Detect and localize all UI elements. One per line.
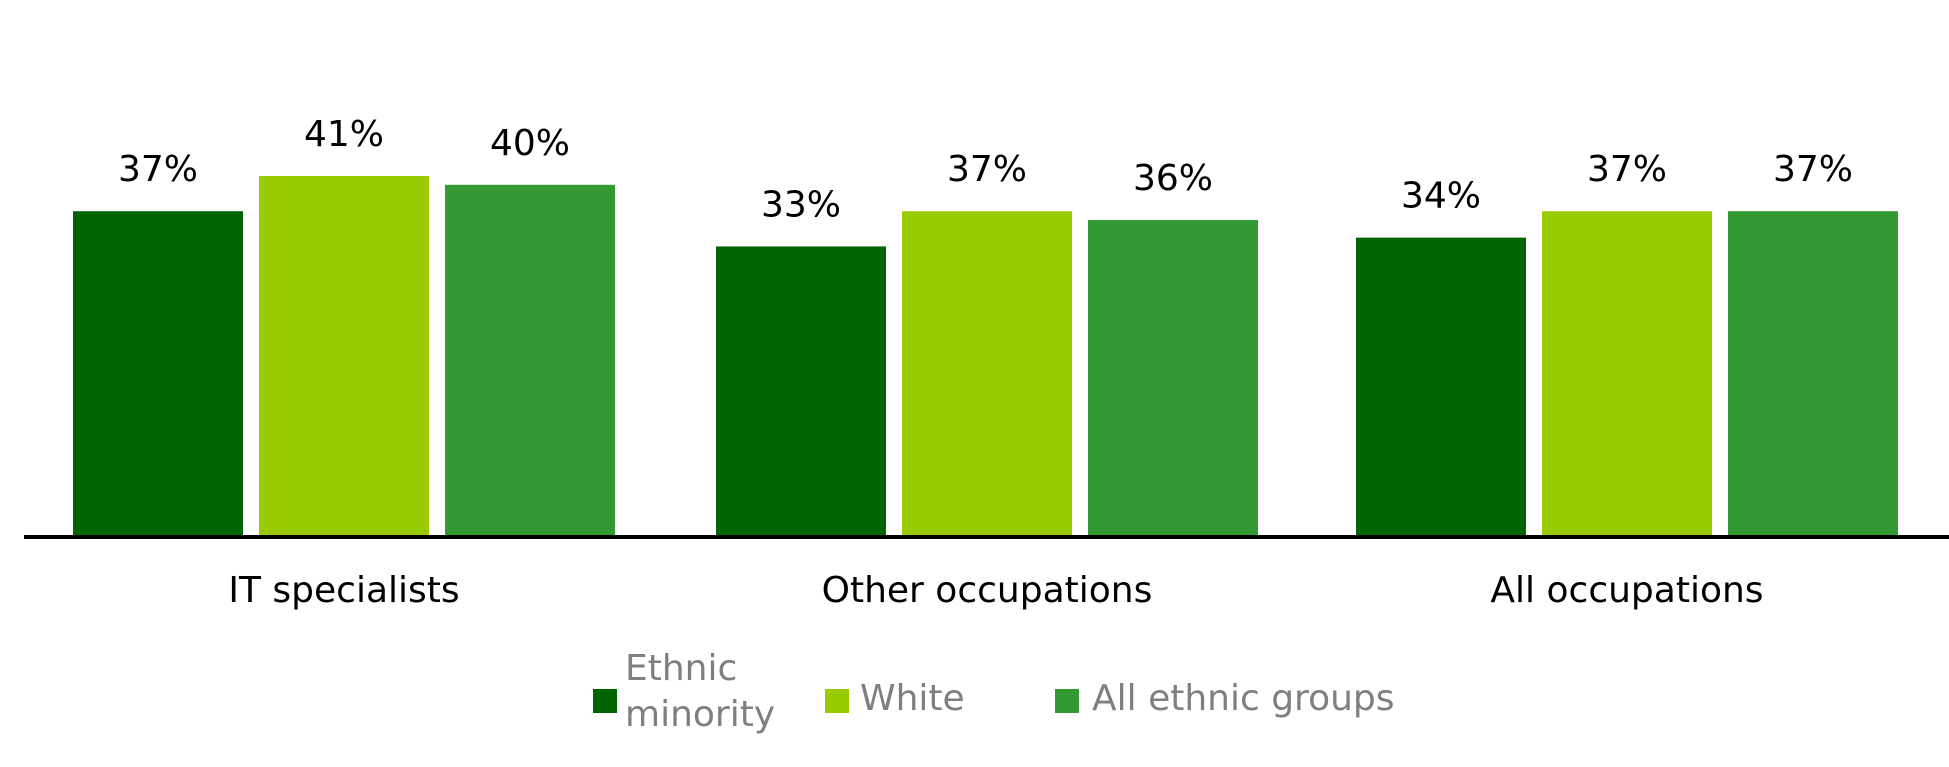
bar-other-occupations-all-ethnic-groups [1088,220,1258,537]
legend-item-white: White [825,678,965,719]
legend-swatch [593,689,617,713]
bar-other-occupations-white [902,211,1072,537]
data-labels-layer: 37% 41% 40% 33% 37% 36% 34% 37% 37% [118,114,1853,225]
bar-it-specialists-white [259,176,429,537]
legend-label: Ethnic [625,648,737,689]
data-label-it-specialists-all-ethnic-groups: 40% [490,123,570,164]
bar-all-occupations-white [1542,211,1712,537]
bar-all-occupations-ethnic-minority [1356,237,1526,537]
legend-label: White [860,678,965,719]
data-label-other-occupations-white: 37% [947,149,1027,190]
legend-label: All ethnic groups [1092,678,1395,719]
legend: Ethnic minority White All ethnic groups [593,648,1395,735]
legend-swatch [1055,689,1079,713]
data-label-all-occupations-all-ethnic-groups: 37% [1773,149,1853,190]
legend-label: minority [625,694,775,735]
data-label-all-occupations-white: 37% [1587,149,1667,190]
category-labels-layer: IT specialists Other occupations All occup… [228,570,1763,611]
bar-it-specialists-all-ethnic-groups [445,184,615,537]
bars-layer [73,176,1898,537]
data-label-it-specialists-ethnic-minority: 37% [118,149,198,190]
legend-swatch [825,689,849,713]
legend-item-all-ethnic-groups: All ethnic groups [1055,678,1395,719]
data-label-other-occupations-ethnic-minority: 33% [761,184,841,225]
data-label-other-occupations-all-ethnic-groups: 36% [1133,158,1213,199]
category-label-it-specialists: IT specialists [228,570,459,611]
bar-other-occupations-ethnic-minority [716,246,886,537]
data-label-it-specialists-white: 41% [304,114,384,155]
bar-it-specialists-ethnic-minority [73,211,243,537]
legend-item-ethnic-minority: Ethnic minority [593,648,775,735]
data-label-all-occupations-ethnic-minority: 34% [1401,176,1481,217]
category-label-other-occupations: Other occupations [822,570,1153,611]
category-label-all-occupations: All occupations [1490,570,1763,611]
bar-all-occupations-all-ethnic-groups [1728,211,1898,537]
